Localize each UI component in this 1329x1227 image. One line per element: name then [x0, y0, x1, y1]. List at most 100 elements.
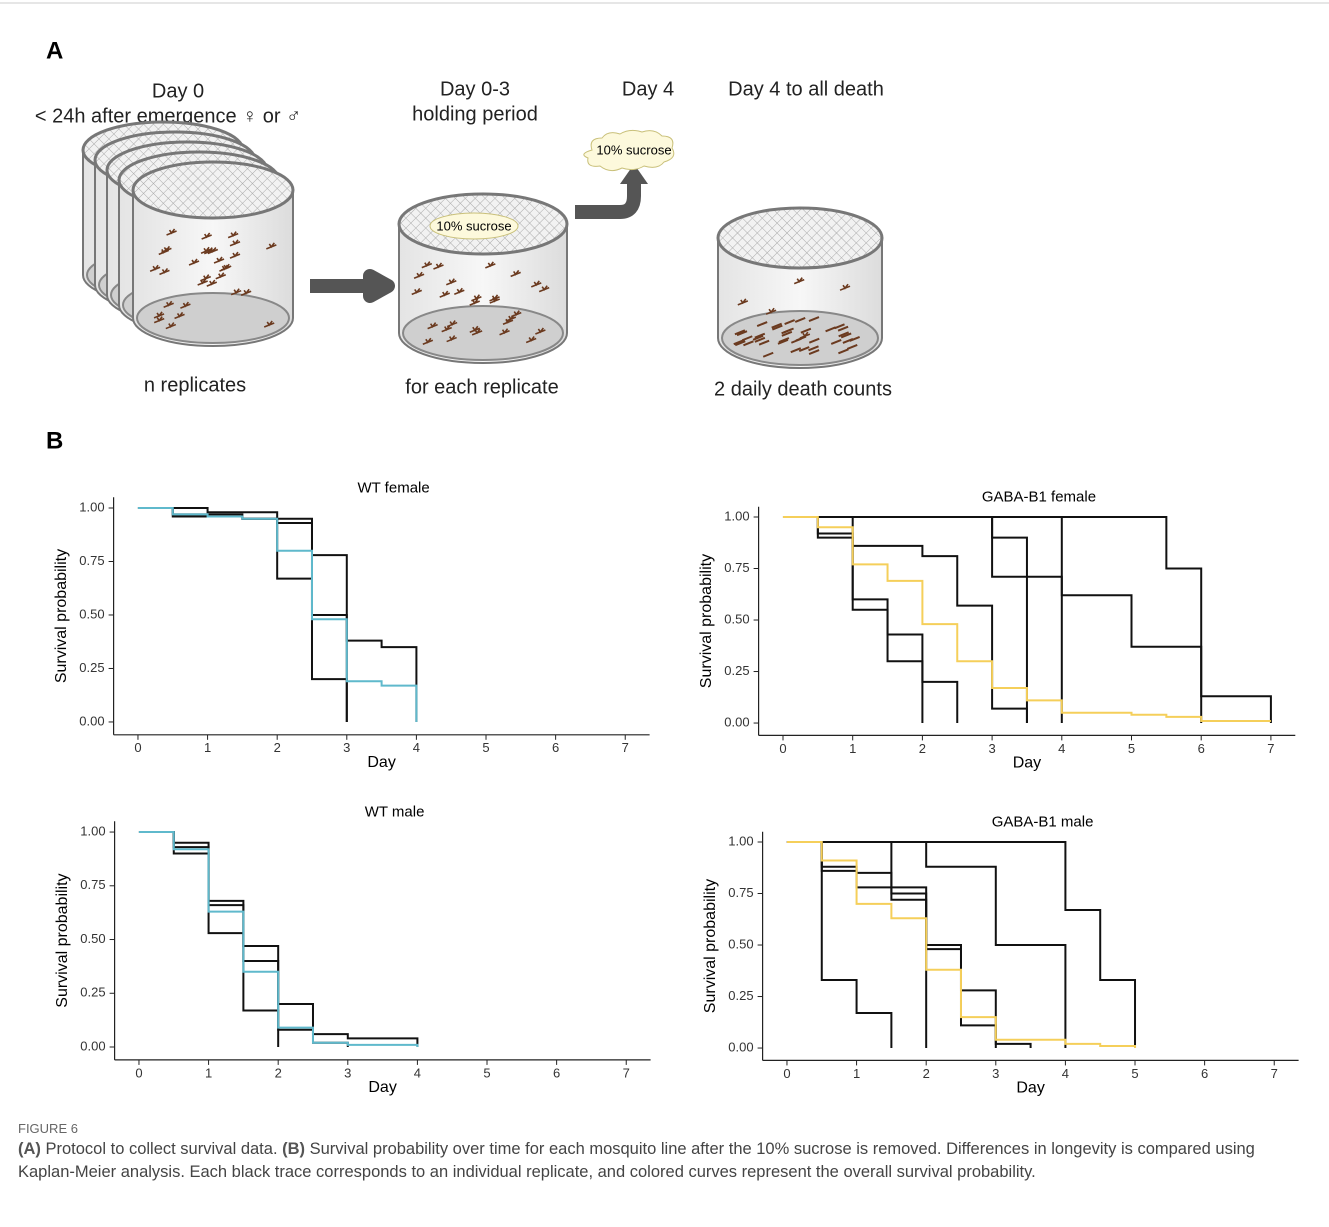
y-tick-label: 0.75	[724, 560, 749, 575]
x-tick-label: 0	[783, 1066, 790, 1081]
x-tick-label: 5	[482, 740, 489, 755]
y-tick-label: 0.00	[724, 714, 749, 729]
caption-tag: (A)	[18, 1140, 41, 1158]
y-tick-label: 1.00	[80, 823, 105, 838]
cage-floor	[137, 293, 289, 343]
arrow	[310, 276, 388, 296]
chart: 0.000.250.500.751.0001234567GABA-B1 male…	[702, 814, 1299, 1097]
cage-drawings: 10% sucrose	[83, 122, 882, 368]
y-tick-label: 1.00	[724, 508, 749, 523]
y-tick-label: 0.50	[79, 606, 104, 621]
y-tick-label: 0.50	[80, 931, 105, 946]
x-tick-label: 0	[135, 1065, 142, 1080]
x-tick-label: 3	[343, 740, 350, 755]
y-tick-label: 0.00	[79, 713, 104, 728]
page: A B Day 0 < 24h after emergence ♀ or ♂ D…	[0, 0, 1329, 1227]
cage	[133, 162, 293, 346]
x-tick-label: 3	[988, 741, 995, 756]
x-tick-label: 1	[849, 741, 856, 756]
x-tick-label: 3	[992, 1066, 999, 1081]
x-tick-label: 4	[1058, 741, 1065, 756]
step-heading: Day 4	[622, 78, 674, 100]
survival-curve	[139, 832, 417, 1047]
step-heading: Day 0-3	[440, 78, 510, 100]
x-tick-label: 5	[483, 1065, 490, 1080]
y-axis-label: Survival probability	[54, 873, 71, 1007]
figure: A B Day 0 < 24h after emergence ♀ or ♂ D…	[0, 0, 1329, 1110]
y-axis-label: Survival probability	[702, 879, 719, 1013]
survival-curve	[783, 517, 957, 723]
caption: FIGURE 6 (A) Protocol to collect surviva…	[18, 1120, 1308, 1183]
x-tick-label: 1	[853, 1066, 860, 1081]
chart: 0.00 0.25 0.50 0.75 1.00 0 1 2 3 4 5 6 7 WT male Day Su…	[54, 803, 651, 1096]
y-tick-label: 1.00	[728, 833, 753, 848]
caption-text: Protocol to collect survival data.	[46, 1140, 278, 1158]
panel-label: B	[46, 427, 63, 454]
step-subheading: holding period	[412, 103, 538, 125]
survival-curve	[138, 508, 347, 722]
x-tick-label: 7	[1271, 1066, 1278, 1081]
x-tick-label: 6	[1201, 1066, 1208, 1081]
charts: 0.00 0.25 0.50 0.75 1.00 0 1 2 3 4 5 6 7 WT female Day…	[53, 479, 1299, 1096]
survival-curve	[783, 517, 1027, 723]
x-tick-label: 3	[344, 1065, 351, 1080]
x-tick-label: 0	[134, 740, 141, 755]
y-axis-label: Survival probability	[698, 554, 715, 688]
x-tick-label: 7	[623, 1065, 630, 1080]
x-tick-label: 6	[553, 1065, 560, 1080]
x-tick-label: 2	[275, 1065, 282, 1080]
x-axis-label: Day	[1013, 755, 1041, 772]
y-tick-label: 0.00	[80, 1038, 105, 1053]
x-tick-label: 5	[1131, 1066, 1138, 1081]
cage-lid	[718, 208, 882, 268]
x-tick-label: 6	[552, 740, 559, 755]
step-heading: Day 0	[152, 80, 204, 102]
y-tick-label: 0.75	[79, 553, 104, 568]
cage	[718, 208, 882, 368]
chart: 0.00 0.25 0.50 0.75 1.00 0 1 2 3 4 5 6 7 GABA-B1 fema…	[698, 489, 1295, 772]
x-tick-label: 2	[274, 740, 281, 755]
y-tick-label: 0.25	[728, 988, 753, 1003]
x-tick-label: 2	[919, 741, 926, 756]
y-tick-label: 0.75	[80, 877, 105, 892]
chart-title: WT male	[365, 803, 425, 820]
chart-title: GABA-B1 female	[982, 489, 1096, 506]
x-tick-label: 5	[1128, 741, 1135, 756]
panel-label: A	[46, 37, 63, 64]
x-tick-label: 7	[622, 740, 629, 755]
x-axis-label: Day	[1016, 1080, 1044, 1097]
x-tick-label: 4	[413, 740, 420, 755]
cloud-label: 10% sucrose	[596, 142, 671, 157]
y-tick-label: 0.50	[724, 611, 749, 626]
cage-label: 10% sucrose	[430, 213, 518, 239]
chart-title: WT female	[357, 479, 429, 496]
y-tick-label: 1.00	[79, 499, 104, 514]
x-tick-label: 1	[205, 1065, 212, 1080]
step-caption: n replicates	[144, 374, 246, 396]
survival-curve	[138, 508, 416, 722]
y-tick-label: 0.00	[728, 1039, 753, 1054]
y-tick-label: 0.25	[724, 663, 749, 678]
x-tick-label: 1	[204, 740, 211, 755]
y-tick-label: 0.50	[728, 936, 753, 951]
survival-curve	[783, 517, 1027, 723]
cloud-label: 10% sucrose	[436, 218, 511, 233]
caption-tag: (B)	[282, 1140, 305, 1158]
x-tick-label: 4	[1062, 1066, 1069, 1081]
x-axis-label: Day	[368, 1079, 396, 1096]
x-axis-label: Day	[367, 754, 395, 771]
y-tick-label: 0.25	[80, 985, 105, 1000]
step-heading: Day 4 to all death	[728, 78, 884, 100]
step-caption: for each replicate	[405, 376, 558, 398]
x-tick-label: 7	[1267, 741, 1274, 756]
arrow	[575, 182, 634, 212]
chart-title: GABA-B1 male	[992, 814, 1094, 831]
x-tick-label: 2	[923, 1066, 930, 1081]
x-tick-label: 4	[414, 1065, 421, 1080]
y-axis-label: Survival probability	[53, 549, 70, 683]
figure-label: FIGURE 6	[18, 1120, 1308, 1138]
x-tick-label: 6	[1198, 741, 1205, 756]
x-tick-label: 0	[779, 741, 786, 756]
cage-lid	[133, 162, 293, 218]
